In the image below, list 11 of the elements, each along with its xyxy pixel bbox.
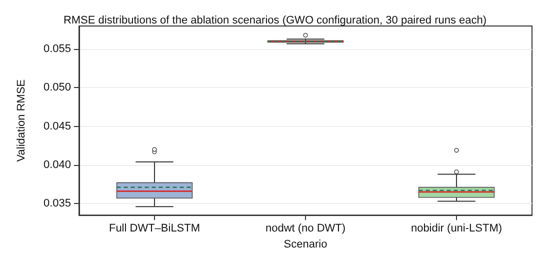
x-axis-title: Scenario [284,238,328,250]
x-tick-label: Full DWT–BiLSTM [108,222,200,235]
x-tick-label: nodwt (no DWT) [265,222,346,235]
y-tick-label: 0.035 [43,198,71,210]
y-tick-label: 0.045 [43,120,71,132]
y-tick-label: 0.055 [43,43,71,56]
y-axis-title: Validation RMSE [16,79,28,162]
x-tick-label: nobidir (uni-LSTM) [410,222,502,235]
chart-title: RMSE distributions of the ablation scenarios (GWO configuration, 30 paired runs each) [63,14,487,26]
y-tick-label: 0.050 [43,82,71,94]
y-tick-label: 0.040 [43,158,71,171]
